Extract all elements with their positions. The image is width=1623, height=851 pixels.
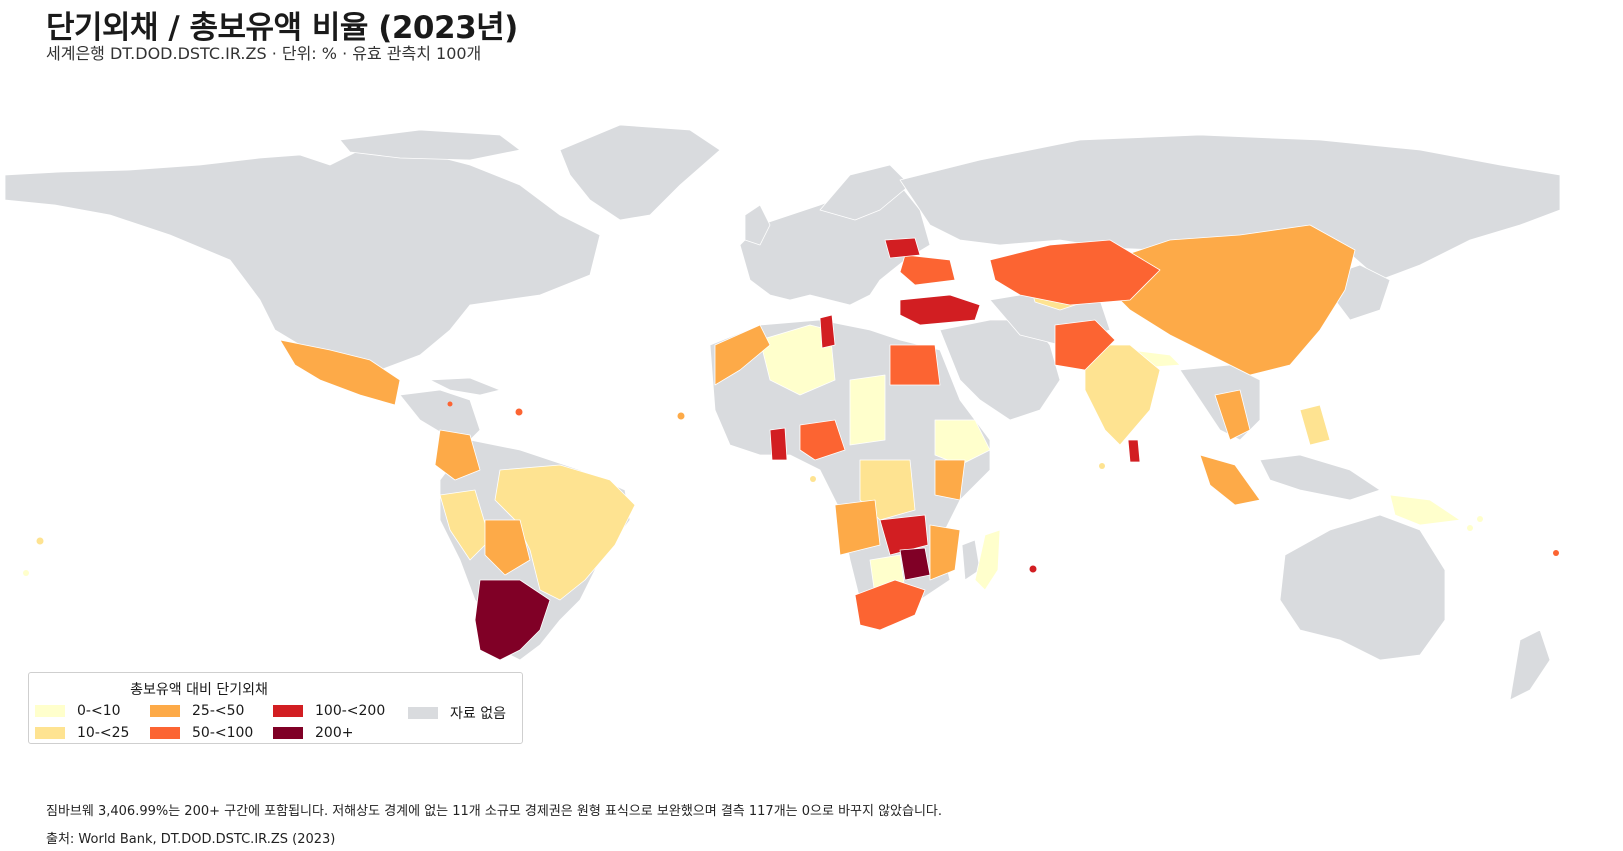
marker-small-economy <box>1467 525 1473 531</box>
region-brazil <box>494 464 636 601</box>
marker-small-economy <box>677 412 685 420</box>
marker-small-economy <box>36 537 44 545</box>
region-ukraine <box>899 254 956 286</box>
region-canadian-arctic <box>339 129 521 161</box>
region-south-africa <box>854 579 926 631</box>
region-pakistan <box>1054 319 1116 371</box>
no-data-regions <box>4 124 1561 701</box>
region-zimbabwe <box>899 547 931 581</box>
region-ghana <box>769 427 788 461</box>
region-north-america <box>4 149 601 371</box>
region-madagascar <box>974 529 1001 591</box>
marker-small-economy <box>1099 463 1105 469</box>
legend-item-10-25: 10-<25 <box>35 725 129 741</box>
region-colombia <box>434 429 481 481</box>
region-mexico <box>279 339 401 406</box>
region-sri-lanka <box>1127 439 1141 463</box>
legend-label: 자료 없음 <box>450 706 506 722</box>
marker-small-economy <box>1477 516 1483 522</box>
legend-swatch <box>273 727 303 739</box>
legend-item-100-200: 100-<200 <box>273 703 385 719</box>
legend-swatch <box>35 727 65 739</box>
bin-25-50 <box>279 224 1356 581</box>
region-philippines <box>1299 404 1331 446</box>
legend-label: 25-<50 <box>192 703 245 719</box>
region-china <box>1109 224 1356 376</box>
region-bolivia-paraguay <box>484 519 531 576</box>
region-russia <box>899 134 1561 281</box>
footnote: 짐바브웨 3,406.99%는 200+ 구간에 포함됩니다. 저해상도 경계에… <box>46 804 943 819</box>
region-ethiopia <box>934 419 991 466</box>
map-title: 단기외채 / 총보유액 비율 (2023년) <box>46 10 518 46</box>
region-kenya-tanzania <box>934 459 966 501</box>
legend-label: 0-<10 <box>77 703 121 719</box>
region-papua <box>1389 494 1461 526</box>
region-vietnam <box>1214 389 1251 441</box>
region-europe <box>739 184 931 306</box>
region-india <box>1084 344 1161 446</box>
map-subtitle: 세계은행 DT.DOD.DSTC.IR.ZS · 단위: % · 유효 관측치 … <box>46 44 482 63</box>
region-peru <box>439 489 491 561</box>
region-australia <box>1279 514 1446 661</box>
region-zambia-malawi <box>879 514 929 556</box>
legend-label: 10-<25 <box>77 725 130 741</box>
map-legend: 총보유액 대비 단기외채 0-<10 10-<25 25-<50 50-<100… <box>28 672 523 744</box>
region-kazakhstan <box>989 239 1161 306</box>
region-caribbean <box>429 377 501 396</box>
source-credit: 출처: World Bank, DT.DOD.DSTC.IR.ZS (2023) <box>46 832 336 847</box>
region-belarus <box>884 237 921 259</box>
legend-item-0-10: 0-<10 <box>35 703 121 719</box>
region-indonesia-west <box>1199 454 1261 506</box>
bin-200-plus <box>474 547 931 661</box>
legend-label: 100-<200 <box>315 703 386 719</box>
marker-small-economy <box>1553 550 1559 556</box>
region-nigeria <box>799 419 846 461</box>
region-mozambique <box>929 524 961 581</box>
region-greenland <box>559 124 721 221</box>
region-morocco <box>714 324 771 386</box>
region-uk <box>744 204 771 246</box>
region-new-zealand <box>1509 629 1551 701</box>
region-central-america <box>399 389 481 441</box>
legend-swatch <box>150 705 180 717</box>
bin-50-100 <box>799 239 1161 631</box>
bin-100-200 <box>769 237 1141 556</box>
region-angola <box>834 499 881 556</box>
marker-small-economy <box>447 401 453 407</box>
legend-label: 50-<100 <box>192 725 254 741</box>
legend-item-25-50: 25-<50 <box>150 703 244 719</box>
legend-title: 총보유액 대비 단기외채 <box>130 682 268 698</box>
region-turkey <box>899 294 981 326</box>
legend-item-50-100: 50-<100 <box>150 725 253 741</box>
marker-small-economy <box>515 408 523 416</box>
legend-swatch <box>35 705 65 717</box>
legend-item-no-data: 자료 없음 <box>408 703 506 723</box>
legend-swatch <box>150 727 180 739</box>
legend-label: 200+ <box>315 725 354 741</box>
region-algeria <box>759 324 836 396</box>
legend-swatch <box>408 707 438 719</box>
small-economy-markers <box>23 401 1559 576</box>
world-choropleth-map <box>4 124 1561 701</box>
region-tunisia <box>819 314 836 349</box>
region-niger-chad <box>849 374 886 446</box>
legend-item-200-plus: 200+ <box>273 725 353 741</box>
region-argentina <box>474 579 551 661</box>
marker-small-economy <box>1029 565 1037 573</box>
bin-0-10 <box>759 324 1461 596</box>
region-indonesia <box>1259 454 1381 501</box>
region-egypt <box>889 344 941 386</box>
legend-swatch <box>273 705 303 717</box>
marker-small-economy <box>23 570 29 576</box>
marker-small-economy <box>810 476 816 482</box>
